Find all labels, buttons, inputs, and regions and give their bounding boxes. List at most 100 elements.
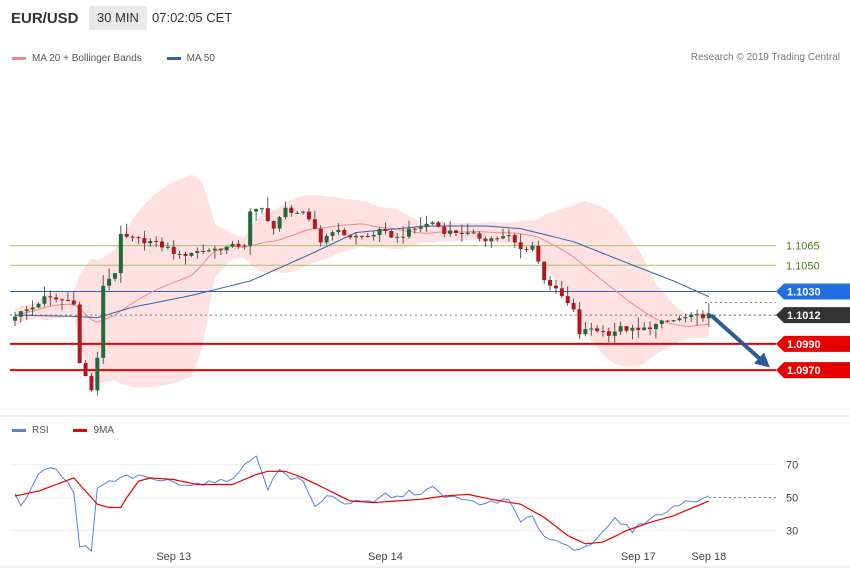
candle-body: [648, 327, 653, 330]
legend-rsi: RSI: [12, 425, 49, 436]
candle: [342, 227, 347, 236]
candle: [101, 275, 106, 364]
candle-body: [195, 251, 200, 254]
candle: [395, 232, 400, 243]
candle: [377, 227, 382, 242]
candle-body: [359, 235, 364, 237]
candle: [236, 239, 241, 249]
candle-body: [459, 232, 464, 234]
candle-body: [218, 248, 223, 251]
candle-body: [236, 243, 241, 247]
candle-body: [259, 208, 264, 210]
candle-body: [18, 311, 23, 317]
candle-body: [89, 376, 94, 391]
candle-body: [154, 241, 159, 243]
candle: [659, 319, 664, 329]
candle: [265, 197, 270, 222]
candle: [218, 248, 223, 256]
candle: [13, 311, 17, 326]
candle: [424, 215, 429, 232]
ma50-line: [14, 225, 710, 319]
candle: [107, 268, 112, 291]
candle-body: [277, 217, 282, 229]
candle-body: [36, 303, 41, 308]
candle-body: [700, 314, 705, 319]
candle: [348, 234, 353, 240]
candle-body: [536, 245, 541, 262]
candle-body: [553, 285, 558, 289]
legend-ma50: MA 50: [166, 53, 215, 64]
candle-body: [389, 231, 394, 238]
forecast-arrow: [709, 313, 770, 368]
rsi-panel: 70 50 30: [0, 415, 850, 553]
candle: [359, 235, 364, 240]
candle: [89, 372, 94, 392]
candle: [177, 250, 182, 259]
candle: [289, 205, 294, 217]
candle: [230, 241, 235, 248]
bollinger-band-fill: [15, 174, 709, 388]
candle: [548, 276, 553, 291]
candle: [665, 319, 670, 323]
candle-body: [365, 235, 370, 237]
candle: [24, 306, 29, 320]
rsi-tick-label: 30: [786, 526, 798, 538]
candle-body: [642, 327, 647, 331]
rsi-line: [14, 455, 709, 553]
candle: [242, 243, 247, 250]
candle: [459, 224, 464, 242]
candle-body: [348, 235, 353, 238]
candle-body: [171, 246, 176, 254]
candle-body: [118, 233, 123, 274]
level-label-resistance: 1.1030: [776, 283, 850, 300]
candle: [471, 229, 476, 234]
candle: [436, 220, 441, 228]
candle: [301, 210, 306, 215]
candle: [530, 241, 535, 252]
candle-body: [559, 288, 564, 297]
legend-ma20-label: MA 20 + Bollinger Bands: [32, 53, 142, 64]
timeframe-badge[interactable]: 30 MIN: [89, 6, 147, 30]
candle-body: [683, 317, 688, 319]
candle-body: [271, 220, 276, 229]
candle: [83, 360, 88, 377]
candle: [371, 231, 376, 241]
candle: [307, 208, 311, 222]
candle: [589, 323, 594, 336]
level-value: 1.1050: [786, 260, 820, 272]
candle: [354, 231, 359, 245]
candle-body: [212, 248, 217, 251]
candle-body: [307, 211, 311, 220]
candle-body: [512, 235, 517, 243]
candle-body: [653, 323, 658, 330]
legend-9ma: 9MA: [73, 425, 114, 436]
candle-body: [112, 273, 117, 279]
candle: [577, 302, 582, 340]
candle: [95, 351, 100, 396]
candle: [295, 211, 300, 214]
candle: [624, 325, 629, 333]
candle: [365, 232, 370, 238]
ma50-swatch-icon: [166, 57, 181, 60]
candle-body: [448, 230, 453, 234]
candle-body: [595, 328, 600, 332]
price-legend: MA 20 + Bollinger Bands MA 50: [12, 52, 237, 64]
candle-body: [695, 314, 700, 316]
candle-body: [48, 296, 53, 298]
candle-body: [342, 229, 347, 236]
candle-body: [312, 219, 317, 229]
candle: [65, 292, 70, 302]
candle-body: [618, 326, 623, 332]
candle-body: [677, 318, 682, 321]
candle-body: [42, 296, 47, 304]
candle-body: [577, 309, 582, 335]
candle-body: [495, 238, 500, 240]
candle-body: [565, 296, 570, 304]
candle: [401, 226, 406, 244]
rsi-tick-label: 50: [786, 493, 798, 505]
candle: [60, 298, 65, 311]
candle-body: [265, 208, 270, 221]
level-value: 1.0990: [787, 339, 821, 351]
x-tick-label: Sep 17: [621, 551, 656, 563]
candle-body: [183, 253, 188, 256]
